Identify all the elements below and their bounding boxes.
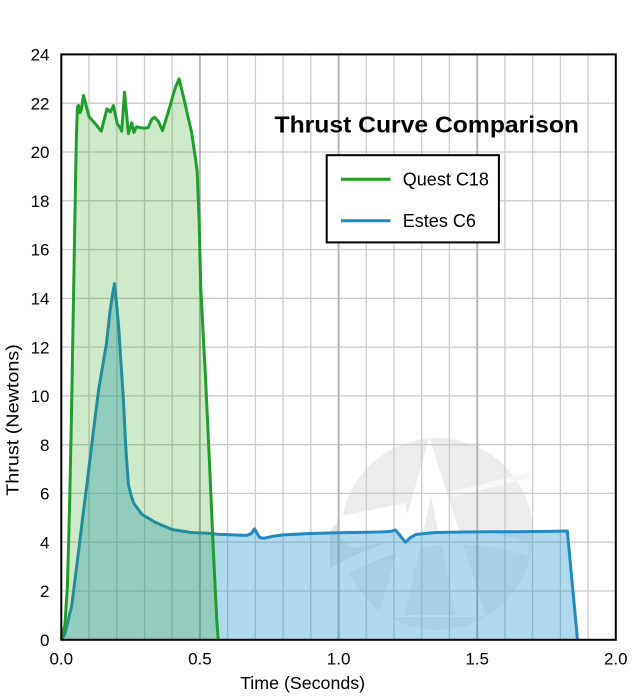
svg-text:24: 24 — [31, 46, 50, 65]
svg-text:18: 18 — [31, 192, 50, 211]
svg-text:1.0: 1.0 — [327, 649, 351, 668]
svg-text:20: 20 — [31, 143, 50, 162]
svg-text:Thrust (Newtons): Thrust (Newtons) — [3, 344, 23, 496]
svg-text:22: 22 — [31, 94, 50, 113]
svg-text:4: 4 — [40, 533, 49, 552]
svg-text:16: 16 — [31, 241, 50, 260]
svg-text:10: 10 — [31, 387, 50, 406]
svg-text:8: 8 — [40, 436, 49, 455]
svg-text:0: 0 — [40, 631, 49, 650]
svg-text:14: 14 — [31, 290, 50, 309]
svg-text:Thrust Curve Comparison: Thrust Curve Comparison — [275, 112, 580, 138]
svg-text:2: 2 — [40, 582, 49, 601]
svg-text:Quest C18: Quest C18 — [403, 169, 489, 189]
svg-text:0.0: 0.0 — [49, 649, 73, 668]
svg-text:6: 6 — [40, 485, 49, 504]
svg-text:Estes C6: Estes C6 — [403, 211, 476, 231]
svg-text:Time (Seconds): Time (Seconds) — [240, 673, 365, 693]
svg-text:12: 12 — [31, 338, 50, 357]
svg-text:1.5: 1.5 — [465, 649, 489, 668]
svg-text:2.0: 2.0 — [604, 649, 628, 668]
svg-text:0.5: 0.5 — [188, 649, 212, 668]
